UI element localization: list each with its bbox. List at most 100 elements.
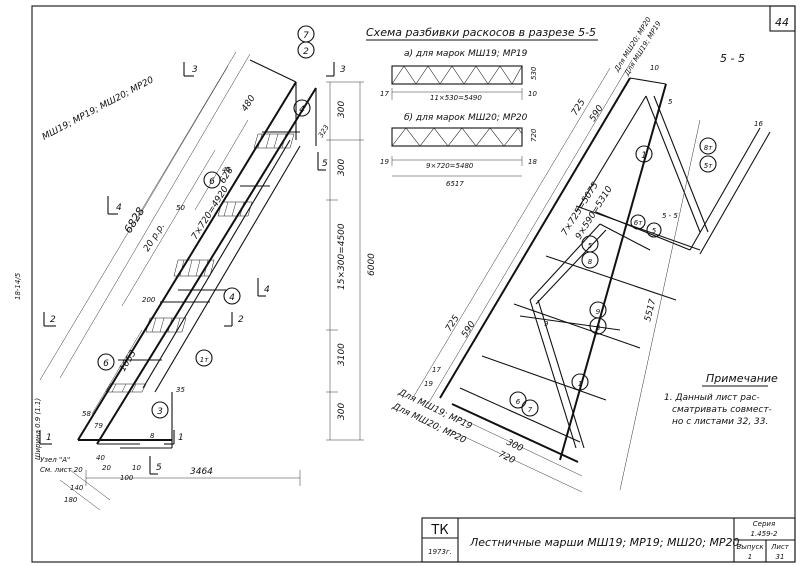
svg-text:1: 1 — [748, 553, 752, 561]
page-number-box — [769, 5, 796, 32]
svg-text:35: 35 — [176, 386, 185, 394]
svg-text:5: 5 — [652, 227, 657, 235]
svg-text:8: 8 — [588, 258, 593, 266]
svg-text:3100: 3100 — [337, 343, 347, 366]
svg-text:3: 3 — [157, 407, 163, 417]
svg-text:6: 6 — [209, 177, 215, 187]
note-line-2: сматривать совмест- — [672, 405, 772, 415]
svg-text:3: 3 — [340, 65, 346, 75]
svg-text:590: 590 — [460, 319, 478, 339]
svg-text:16: 16 — [754, 120, 763, 128]
svg-text:Лист: Лист — [770, 543, 790, 551]
series-number: 1.459-2 — [750, 530, 778, 538]
svg-text:5517: 5517 — [643, 298, 658, 323]
svg-text:4: 4 — [229, 293, 235, 303]
svg-text:11×530=5490: 11×530=5490 — [430, 94, 482, 102]
page-number: 44 — [775, 16, 789, 29]
svg-text:10: 10 — [650, 64, 659, 72]
svg-text:17: 17 — [432, 366, 441, 374]
note-title: Примечание — [706, 372, 778, 385]
note-line-3: но с листами 32, 33. — [672, 417, 768, 427]
svg-text:17: 17 — [380, 90, 389, 98]
svg-text:1: 1 — [641, 151, 647, 161]
title-year: 1973г. — [428, 548, 452, 556]
svg-text:1053: 1053 — [118, 349, 139, 374]
cut-markers — [39, 62, 335, 475]
svg-text:2: 2 — [238, 315, 244, 325]
note-line-1: 1. Данный лист рас- — [664, 393, 760, 403]
truss-variant-b — [391, 127, 523, 177]
section-5-5 — [413, 59, 771, 493]
svg-text:5: 5 — [588, 242, 593, 250]
svg-text:15×300=4500: 15×300=4500 — [337, 223, 347, 290]
svg-text:4: 4 — [116, 203, 122, 213]
svg-text:6: 6 — [103, 359, 109, 369]
svg-text:5: 5 — [156, 463, 162, 473]
svg-text:720: 720 — [497, 450, 517, 467]
svg-text:1: 1 — [178, 433, 184, 443]
callouts-right — [509, 137, 717, 417]
svg-text:5: 5 — [322, 159, 328, 169]
svg-text:3: 3 — [192, 65, 198, 75]
svg-text:См. лист 20: См. лист 20 — [40, 466, 83, 474]
scheme-title: Схема разбивки раскосов в разрезе 5-5 — [366, 26, 596, 39]
svg-text:9×720=5480: 9×720=5480 — [426, 162, 474, 170]
svg-text:300: 300 — [337, 403, 347, 420]
svg-text:40: 40 — [96, 454, 105, 462]
section-title: 5 - 5 — [720, 52, 745, 65]
svg-text:6: 6 — [516, 398, 521, 406]
svg-text:20: 20 — [102, 464, 111, 472]
svg-text:19: 19 — [380, 158, 389, 166]
svg-text:530: 530 — [530, 66, 538, 80]
svg-text:50: 50 — [176, 204, 185, 212]
variant-a-label: а) для марок МШ19; МР19 — [404, 49, 528, 59]
marks-label: МШ19; МР19; МШ20; МР20 — [41, 75, 156, 142]
svg-text:6т: 6т — [634, 219, 643, 227]
svg-text:9: 9 — [544, 320, 549, 328]
svg-text:58: 58 — [82, 410, 91, 418]
svg-text:140: 140 — [70, 484, 84, 492]
stringer-back — [142, 139, 291, 389]
svg-text:590: 590 — [588, 103, 606, 123]
svg-text:Выпуск: Выпуск — [736, 543, 764, 551]
svg-text:5т: 5т — [704, 162, 713, 170]
sheet-number: 31 — [776, 553, 785, 561]
svg-text:2: 2 — [50, 315, 56, 325]
svg-text:19: 19 — [424, 380, 433, 388]
svg-text:725: 725 — [570, 97, 588, 117]
title-org: ТК — [430, 523, 448, 538]
svg-text:9: 9 — [596, 308, 601, 316]
svg-text:100: 100 — [120, 474, 134, 482]
left-side-label: Ширина 0.9 (1.1) — [34, 398, 42, 460]
svg-text:725: 725 — [444, 313, 462, 333]
svg-text:5 - 5: 5 - 5 — [662, 212, 678, 220]
drawing-title: Лестничные марши МШ19; МР19; МШ20; МР20. — [469, 536, 743, 549]
svg-text:3464: 3464 — [190, 467, 213, 477]
svg-text:Серия: Серия — [753, 520, 775, 528]
svg-text:45: 45 — [222, 166, 231, 174]
svg-text:200: 200 — [142, 296, 156, 304]
svg-text:10: 10 — [528, 90, 537, 98]
svg-text:8: 8 — [596, 324, 601, 332]
dim-total-length: 6828 — [122, 205, 148, 236]
truss-variant-a — [391, 65, 523, 100]
svg-text:7: 7 — [303, 31, 309, 41]
svg-text:8: 8 — [150, 432, 155, 440]
svg-text:6517: 6517 — [446, 180, 464, 188]
svg-text:18-14/5: 18-14/5 — [14, 272, 22, 300]
svg-text:20 р.р.: 20 р.р. — [142, 222, 167, 254]
sheet-frame — [31, 5, 796, 563]
svg-text:4: 4 — [264, 285, 270, 295]
svg-text:8т: 8т — [704, 144, 713, 152]
svg-text:2: 2 — [303, 47, 309, 57]
svg-text:7: 7 — [528, 406, 533, 414]
svg-text:180: 180 — [64, 496, 78, 504]
svg-text:18: 18 — [528, 158, 537, 166]
stair-elevation — [39, 51, 364, 511]
svg-text:5: 5 — [668, 98, 673, 106]
svg-text:1т: 1т — [200, 356, 209, 364]
svg-text:323: 323 — [317, 123, 331, 139]
node-a-label: Узел "А" — [40, 456, 70, 464]
title-block — [421, 517, 796, 563]
